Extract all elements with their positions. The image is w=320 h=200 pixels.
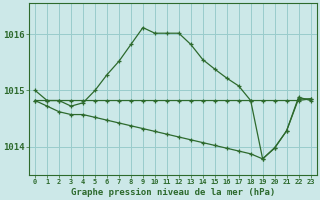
X-axis label: Graphe pression niveau de la mer (hPa): Graphe pression niveau de la mer (hPa) [71,188,275,197]
